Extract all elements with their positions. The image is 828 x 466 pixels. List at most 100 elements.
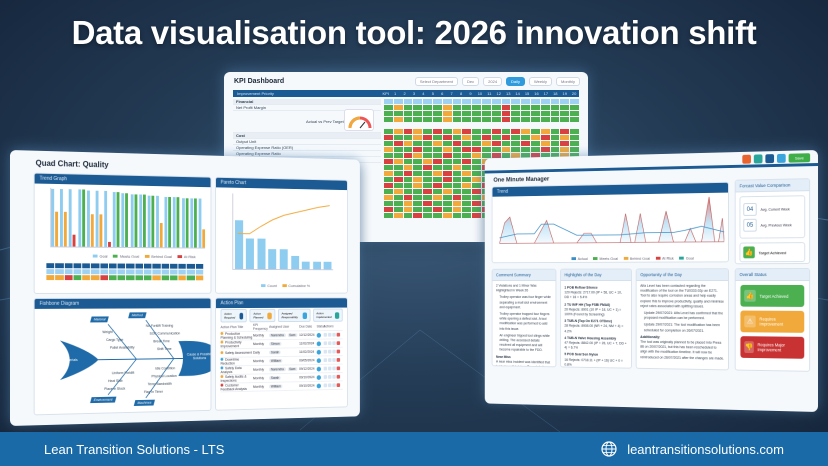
row-frequency: Monthly: [253, 376, 264, 381]
delete-icon[interactable]: [336, 383, 341, 388]
month-picker[interactable]: Dec: [462, 77, 480, 86]
near-miss-text: A near miss incident was identified that…: [495, 359, 551, 368]
filter-implemented[interactable]: Action Implemented: [312, 308, 343, 322]
edit-icon[interactable]: [327, 341, 332, 346]
quad-chart-title: Quad Chart: Quality: [35, 158, 109, 170]
omm-chart-legend: Actual Meets Goal Behind Goal At Risk Go…: [572, 256, 694, 261]
bar-group: [104, 189, 111, 247]
bar-group: [86, 189, 94, 247]
omm-topbar: [484, 163, 818, 174]
gauge-chart: [344, 109, 374, 131]
comment-summary-card: Comment Summary 2 Violations and 1 Minor…: [491, 268, 557, 368]
comment-icon[interactable]: [332, 332, 336, 337]
legend-goal: Goal: [679, 256, 694, 261]
user-button[interactable]: [765, 154, 775, 164]
opportunity-title: Opportunity of the Day: [636, 269, 729, 281]
delete-icon[interactable]: [336, 332, 341, 337]
view-icon[interactable]: [323, 341, 328, 346]
user-icon: [302, 311, 307, 319]
status-requires-major-improvement: 👎 Requires Major Improvement: [740, 336, 805, 359]
fishbone-cause: Break Time: [153, 339, 170, 344]
fishbone-cause: Heat Slab: [108, 378, 123, 384]
website-link[interactable]: leantransitionsolutions.com: [601, 441, 784, 457]
legend-behind-goal: Behind Goal: [623, 256, 650, 261]
comment-icon[interactable]: [332, 358, 336, 362]
delete-icon[interactable]: [336, 341, 341, 345]
legend-goal: Goal: [93, 254, 107, 259]
edit-icon[interactable]: [327, 358, 332, 362]
priority-dot-icon: [220, 366, 224, 370]
legend-behind-goal: Behind Goal: [145, 254, 171, 259]
view-weekly-toggle[interactable]: Weekly: [528, 77, 552, 86]
status-target-achieved: 👍 Target Achieved: [740, 284, 805, 307]
fishbone-cause: Weight: [102, 330, 113, 335]
thumbs-up-icon: 👍: [744, 289, 756, 302]
opportunity-body: Alfa Level has been contacted regarding …: [637, 281, 728, 364]
user-chip: Sam: [287, 367, 298, 372]
edit-icon[interactable]: [327, 349, 332, 354]
save-button[interactable]: Save: [788, 153, 811, 163]
view-icon[interactable]: [323, 349, 328, 354]
row-actions: [323, 349, 341, 354]
column-header: Due Date: [299, 324, 313, 329]
header-day: 9: [469, 91, 472, 96]
legend-count: Count: [261, 283, 276, 288]
gauge-button[interactable]: [776, 153, 786, 163]
summary-bullet: Trolley operator was four finger while s…: [499, 295, 551, 310]
year-picker[interactable]: 2024: [483, 77, 503, 86]
status-pie-icon: [316, 374, 324, 380]
delete-icon[interactable]: [336, 349, 341, 354]
comment-icon[interactable]: [332, 341, 336, 346]
edit-icon[interactable]: [327, 332, 332, 337]
comment-icon[interactable]: [332, 383, 336, 388]
filter-action-planned[interactable]: Action Planned: [249, 308, 276, 323]
column-header: Assigned User: [269, 324, 290, 329]
header-day: 2: [403, 91, 406, 96]
header-day: 7: [450, 91, 453, 96]
org-chart-button[interactable]: [753, 154, 763, 164]
delete-icon[interactable]: [336, 358, 341, 362]
user-chip: Sam: [287, 333, 298, 338]
view-icon[interactable]: [323, 358, 328, 363]
view-icon[interactable]: [323, 366, 328, 371]
highlight-body: 120 Rejects: 2717.00 (IP + 56, UC + 10, …: [564, 290, 622, 300]
bar-group: [69, 188, 76, 247]
row-title: Safety Assessment: [220, 351, 253, 355]
kpi-row-label: Operating Expense Ratio (OER): [236, 145, 294, 150]
view-icon[interactable]: [323, 332, 328, 337]
filter-assigned[interactable]: Assigned Responsibility: [277, 308, 311, 323]
row-frequency: Daily: [253, 350, 260, 355]
header-day: 17: [543, 91, 549, 96]
filter-action-required[interactable]: Action Required: [220, 308, 248, 323]
row-due-date: 11/02/2024: [299, 341, 315, 346]
department-select[interactable]: Select Department: [414, 77, 459, 86]
comment-icon[interactable]: [332, 366, 336, 371]
fishbone-tail-label: Materials: [63, 358, 78, 363]
row-assignees: Sarah: [269, 350, 299, 355]
filter-label: Action Planned: [253, 311, 264, 320]
view-monthly-toggle[interactable]: Monthly: [555, 77, 580, 86]
table-row[interactable]: Customer Feedback Analysis Monthly William…: [220, 381, 343, 393]
row-assignees: William: [269, 358, 299, 363]
action-plan-title: Action Plan: [216, 298, 347, 309]
priority-dot-icon: [220, 383, 224, 387]
view-icon[interactable]: [323, 375, 328, 379]
legend-meets-goal: Meets Goal: [113, 254, 139, 259]
edit-icon[interactable]: [327, 366, 332, 371]
warning-icon: ⚠: [744, 315, 756, 328]
kpi-row-label: Output Unit: [236, 139, 257, 144]
kpi-filters: Select Department Dec 2024 Daily Weekly …: [414, 77, 580, 86]
view-daily-toggle[interactable]: Daily: [506, 77, 525, 86]
column-header: Actions: [323, 324, 334, 329]
edit-icon[interactable]: [327, 383, 332, 388]
delete-icon[interactable]: [336, 366, 341, 371]
delete-icon[interactable]: [336, 374, 341, 379]
edit-icon[interactable]: [327, 374, 332, 379]
pdf-export-button[interactable]: [742, 154, 751, 164]
status-label: Requires Major Improvement: [757, 342, 785, 353]
view-icon[interactable]: [323, 383, 328, 388]
row-actions: [323, 366, 341, 371]
comment-icon[interactable]: [332, 374, 336, 379]
comment-icon[interactable]: [332, 349, 336, 354]
legend-meets-goal: Meets Goal: [593, 256, 618, 261]
